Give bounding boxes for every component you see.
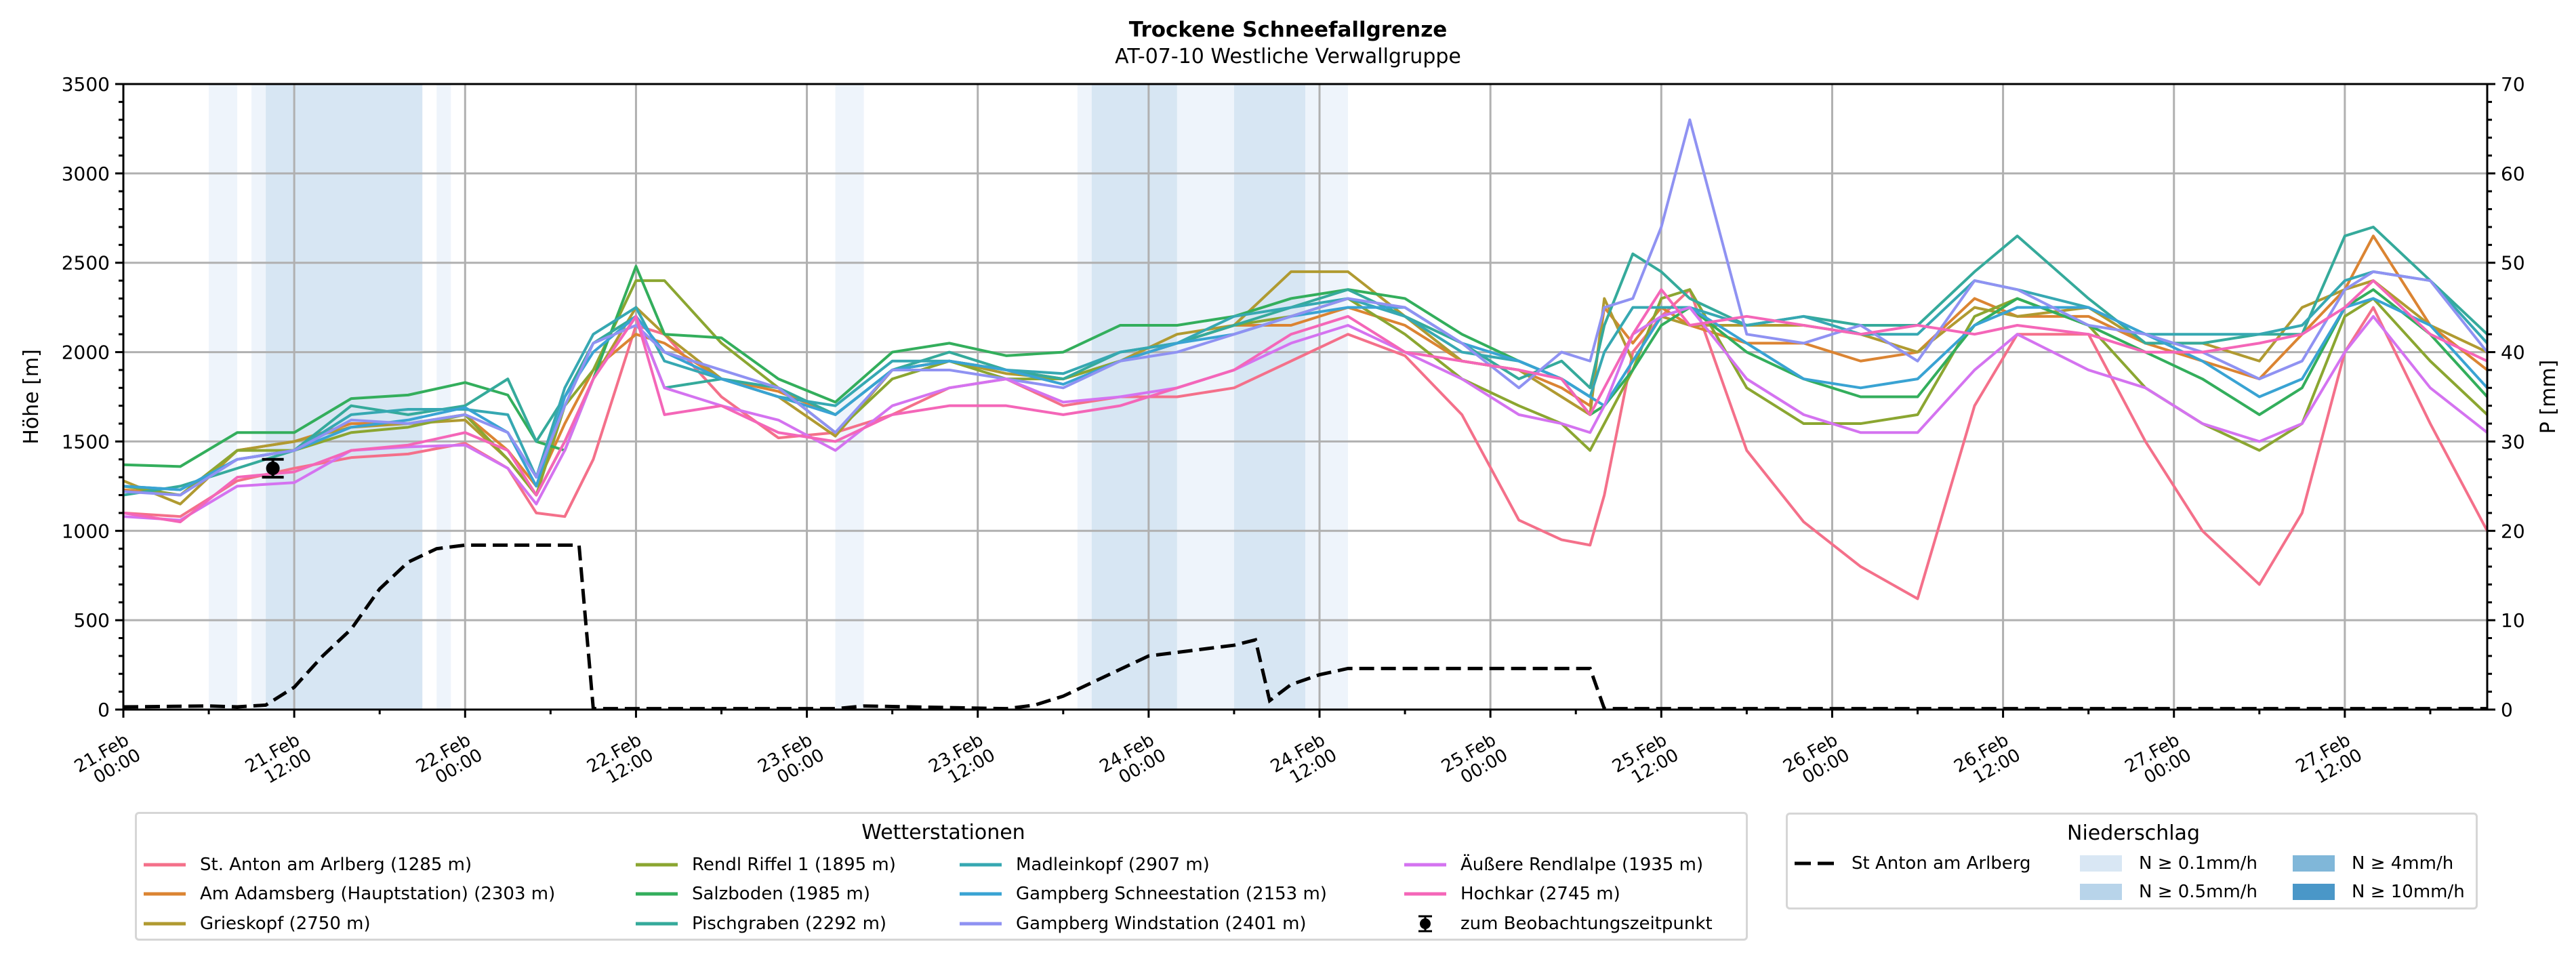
y-tick-label: 500 — [74, 609, 110, 632]
y-tick-label: 1500 — [62, 430, 110, 453]
legend-line-7 — [960, 892, 1002, 896]
y-right-tick-label: 70 — [2501, 73, 2525, 96]
legend-precip-swatch-3 — [2293, 884, 2335, 900]
legend-label-3: Rendl Riffel 1 (1895 m) — [692, 855, 896, 875]
y-right-tick-label: 60 — [2501, 163, 2525, 185]
chart-subtitle: AT-07-10 Westliche Verwallgruppe — [1115, 45, 1461, 68]
precip-band — [1077, 84, 1092, 710]
legend-label-2: Grieskopf (2750 m) — [200, 914, 371, 934]
legend-observation-marker — [1416, 915, 1434, 933]
legend-label-0: St. Anton am Arlberg (1285 m) — [200, 855, 472, 875]
legend-observation-label: zum Beobachtungszeitpunkt — [1460, 914, 1713, 934]
legend-line-4 — [636, 892, 678, 896]
legend-precip-level-label-1: N ≥ 0.5mm/h — [2139, 882, 2258, 902]
stations-legend-title: Wetterstationen — [861, 821, 1025, 844]
chart-title: Trockene Schneefallgrenze — [1128, 18, 1448, 42]
legend-line-8 — [960, 922, 1002, 926]
legend-line-3 — [636, 863, 678, 867]
legend-label-1: Am Adamsberg (Hauptstation) (2303 m) — [200, 884, 556, 904]
y-tick-label: 2000 — [62, 342, 110, 364]
observation-point — [266, 461, 280, 475]
legend-label-10: Hochkar (2745 m) — [1460, 884, 1620, 904]
legend-line-5 — [636, 922, 678, 926]
y-right-tick-label: 30 — [2501, 430, 2525, 453]
stations-legend: Wetterstationen St. Anton am Arlberg (12… — [135, 812, 1748, 941]
legend-label-8: Gampberg Windstation (2401 m) — [1016, 914, 1307, 934]
errorbar-icon — [1418, 915, 1432, 933]
y-right-tick-label: 10 — [2501, 609, 2525, 632]
series-line-10 — [123, 279, 2488, 524]
legend-label-5: Pischgraben (2292 m) — [692, 914, 887, 934]
y-right-tick-label: 40 — [2501, 342, 2525, 364]
plot-frame — [122, 83, 2489, 711]
legend-precip-label: St Anton am Arlberg — [1852, 853, 2031, 874]
legend-precip-level-label-0: N ≥ 0.1mm/h — [2139, 853, 2258, 874]
y-tick-label: 1000 — [62, 520, 110, 542]
legend-label-4: Salzboden (1985 m) — [692, 884, 871, 904]
series-line-5 — [123, 225, 2489, 497]
legend-precip-level-label-3: N ≥ 10mm/h — [2352, 882, 2465, 902]
y-right-tick-label: 0 — [2501, 699, 2513, 721]
legend-precip-line — [1795, 861, 1834, 865]
y-tick-label: 3000 — [62, 163, 110, 185]
precip-legend: Niederschlag St Anton am Arlberg N ≥ 0.1m… — [1786, 813, 2478, 909]
legend-label-6: Madleinkopf (2907 m) — [1016, 855, 1210, 875]
legend-line-1 — [144, 892, 186, 896]
legend-line-0 — [144, 863, 186, 867]
legend-label-9: Äußere Rendlalpe (1935 m) — [1460, 855, 1704, 875]
precip-legend-title: Niederschlag — [2067, 821, 2200, 845]
y-right-tick-label: 20 — [2501, 520, 2525, 542]
precip-band — [251, 84, 266, 710]
y-axis-label: Höhe [m] — [20, 349, 43, 445]
precip-band — [1177, 84, 1234, 710]
y-tick-label: 0 — [98, 699, 110, 721]
y-tick-label: 3500 — [62, 73, 110, 96]
y-tick-label: 2500 — [62, 252, 110, 274]
series-line-7 — [123, 297, 2489, 491]
legend-line-6 — [960, 863, 1002, 867]
legend-precip-swatch-2 — [2293, 855, 2335, 872]
legend-precip-swatch-0 — [2080, 855, 2122, 872]
y-right-tick-label: 50 — [2501, 252, 2525, 274]
legend-line-9 — [1404, 863, 1446, 867]
y-right-axis-label: P [mm] — [2537, 360, 2560, 434]
precip-band — [1305, 84, 1349, 710]
legend-label-7: Gampberg Schneestation (2153 m) — [1016, 884, 1327, 904]
legend-line-2 — [144, 922, 186, 926]
legend-precip-swatch-1 — [2080, 884, 2122, 900]
precip-band — [436, 84, 451, 710]
legend-precip-level-label-2: N ≥ 4mm/h — [2352, 853, 2454, 874]
series-line-9 — [123, 306, 2489, 522]
precip-band — [1233, 84, 1305, 710]
series-line-8 — [123, 118, 2489, 497]
precip-band — [209, 84, 238, 710]
legend-line-10 — [1404, 892, 1446, 896]
